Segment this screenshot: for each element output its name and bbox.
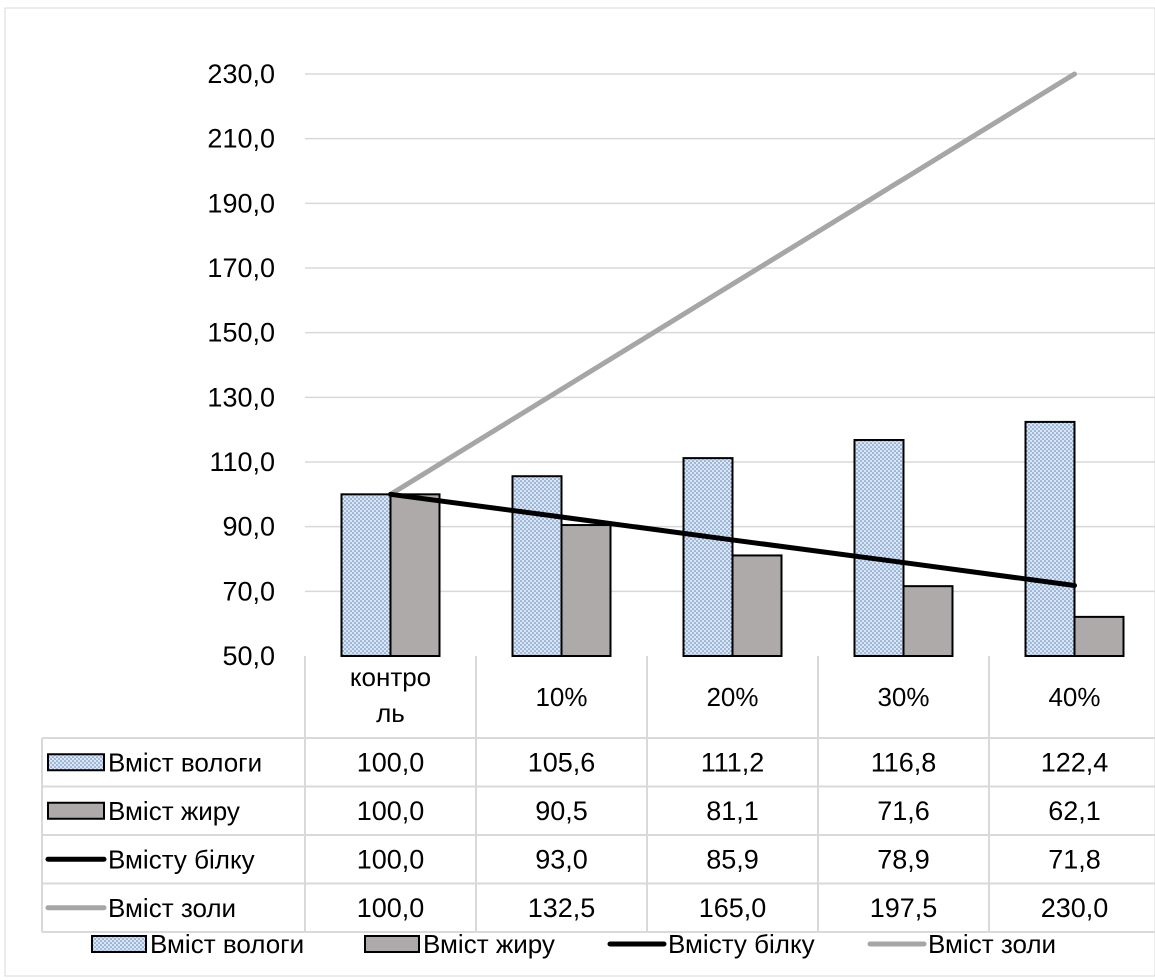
y-tick-label: 70,0 xyxy=(222,576,275,606)
legend-label: Вміст вологи xyxy=(150,929,304,959)
series-line xyxy=(388,491,1077,589)
data-value: 132,5 xyxy=(528,893,596,923)
data-table: контро ль 10% 20% 30% 40% Вміст вологи 100,0 105… xyxy=(41,656,1155,933)
bar xyxy=(560,524,612,657)
legend-key xyxy=(47,801,105,820)
data-value: 62,1 xyxy=(1048,796,1101,826)
legend-key xyxy=(91,935,147,953)
data-value: 230,0 xyxy=(1041,893,1109,923)
data-value: 85,9 xyxy=(706,844,759,874)
data-value: 105,6 xyxy=(528,747,596,777)
legend-label: Вміст золи xyxy=(928,929,1056,959)
bar xyxy=(902,585,954,657)
y-tick-label: 190,0 xyxy=(207,188,275,218)
bar xyxy=(511,475,563,657)
data-value: 71,8 xyxy=(1048,844,1101,874)
legend-label: Вміст жиру xyxy=(423,929,555,959)
data-value: 78,9 xyxy=(877,844,930,874)
series-name: Вміст вологи xyxy=(108,747,262,777)
legend-label: Вмісту білку xyxy=(668,929,815,959)
y-tick-label: 210,0 xyxy=(207,124,275,154)
y-axis: 50,0 70,0 90,0 110,0 130,0 150,0 170,0 190,0 210… xyxy=(207,59,275,671)
y-tick-label: 130,0 xyxy=(207,382,275,412)
category-label: 30% xyxy=(877,682,929,712)
legend-key xyxy=(364,935,420,953)
data-value: 197,5 xyxy=(870,893,938,923)
y-tick-label: 90,0 xyxy=(222,512,275,542)
bar xyxy=(682,457,734,657)
data-value: 111,2 xyxy=(701,747,765,777)
data-value: 116,8 xyxy=(871,747,937,777)
data-value: 93,0 xyxy=(535,844,588,874)
bar xyxy=(1024,420,1076,658)
bars xyxy=(340,420,1125,658)
data-value: 122,4 xyxy=(1041,747,1109,777)
category-label: 40% xyxy=(1048,682,1100,712)
y-tick-label: 110,0 xyxy=(209,447,275,477)
category-label: 20% xyxy=(706,682,758,712)
data-value: 100,0 xyxy=(357,747,425,777)
legend: Вміст вологи Вміст жиру Вмісту білку Вміст … xyxy=(91,929,1056,959)
data-value: 100,0 xyxy=(357,844,425,874)
bar xyxy=(389,493,441,658)
legend-key xyxy=(47,753,105,772)
category-label: контро xyxy=(350,662,431,692)
category-label: ль xyxy=(376,698,405,728)
series-name: Вмісту білку xyxy=(108,844,255,874)
y-tick-label: 230,0 xyxy=(207,59,275,89)
bar xyxy=(731,554,783,658)
data-value: 81,1 xyxy=(706,796,759,826)
y-tick-label: 170,0 xyxy=(207,253,275,283)
lines xyxy=(388,71,1077,589)
y-tick-label: 150,0 xyxy=(207,318,275,348)
bar xyxy=(1073,615,1125,657)
series-name: Вміст золи xyxy=(108,893,236,923)
series-name: Вміст жиру xyxy=(108,796,240,826)
series-line xyxy=(388,71,1077,497)
bar xyxy=(853,439,905,657)
category-label: 10% xyxy=(535,682,587,712)
bar xyxy=(340,493,392,658)
data-value: 90,5 xyxy=(535,796,588,826)
data-value: 100,0 xyxy=(357,893,425,923)
chart-border xyxy=(4,7,1155,977)
data-value: 165,0 xyxy=(699,893,767,923)
data-value: 71,6 xyxy=(877,796,930,826)
data-value: 100,0 xyxy=(357,796,425,826)
y-tick-label: 50,0 xyxy=(222,641,275,671)
